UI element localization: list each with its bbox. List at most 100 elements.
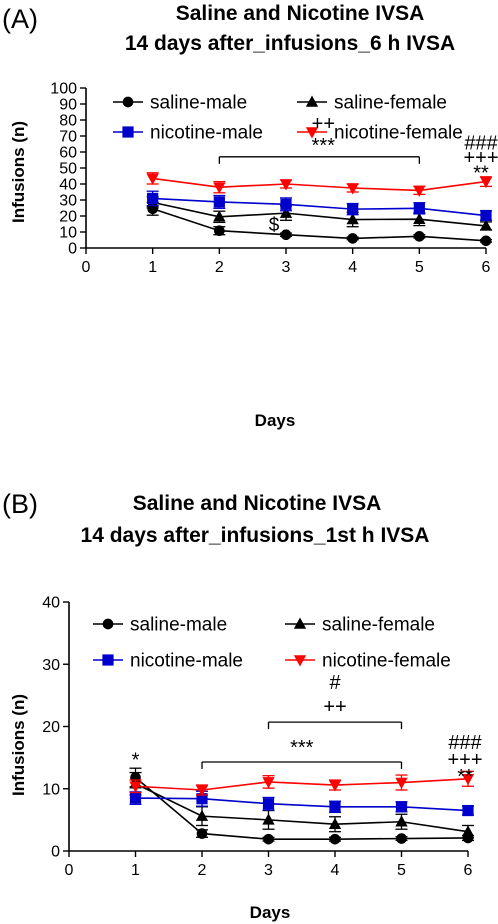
panel-b-nicotine-female-point: [195, 785, 209, 797]
panel-a-saline-female-point: [213, 210, 226, 222]
panel-b-nicotine-female-point: [461, 774, 475, 786]
panel-b-saline-male-line: [134, 776, 469, 840]
panel-a-x-tick-label: 5: [415, 259, 424, 276]
panel-b-nicotine-female-point: [262, 777, 275, 789]
panel-a-saline-female-line: [152, 201, 487, 227]
panel-a-legend-saline-male-marker: [122, 96, 134, 108]
panel-b-legend-saline-female-label: saline-female: [322, 615, 435, 636]
panel-a-legend-saline-female-label: saline-female: [334, 93, 447, 114]
panel-a-legend-nicotine-male-label: nicotine-male: [150, 123, 263, 144]
panel-b-axes: 0 10 20 30 40 0 1 2 3 4 5 6: [42, 595, 472, 880]
panel-a-x-tick-label: 6: [482, 259, 491, 276]
panel-a-nicotine-male-point: [213, 196, 225, 208]
panel-b-x-tick-label: 6: [464, 862, 473, 879]
panel-b-title-line-1: Saline and Nicotine IVSA: [133, 492, 382, 515]
panel-b-legend-nicotine-female-label: nicotine-female: [322, 651, 451, 672]
panel-b-y-axis-title: Infusions (n): [9, 694, 28, 796]
panel-b-day6-label-2: +++: [447, 749, 482, 771]
panel-b-legend-nicotine-male-label: nicotine-male: [130, 651, 243, 672]
panel-b-x-axis-title: Days: [250, 903, 291, 922]
panel-a-nicotine-male-point: [347, 203, 359, 215]
panel-a-nicotine-female-point: [479, 176, 493, 189]
panel-a-legend-nicotine-male-marker: [122, 126, 134, 138]
panel-a-y-tick-label: 0: [68, 241, 77, 258]
panel-b-legend: saline-male saline-female nicotine-male nic…: [93, 615, 451, 672]
panel-b-x-tick-label: 1: [131, 862, 140, 879]
panel-b-saline-female-point: [395, 815, 408, 827]
panel-b: (B) Saline and Nicotine IVSA 14 days aft…: [2, 489, 483, 922]
panel-a-y-tick-label: 50: [59, 161, 77, 178]
panel-a-legend-saline-female-marker: [305, 95, 319, 107]
panel-a-legend-saline-male-label: saline-male: [150, 93, 247, 114]
panel-a-y-tick-label: 60: [59, 145, 77, 162]
panel-a-nicotine-female-line: [152, 177, 487, 192]
panel-b-nicotine-male-point: [196, 793, 208, 805]
panel-a-x-tick-label: 4: [348, 259, 357, 276]
panel-b-nicotine-male-point: [262, 798, 275, 810]
panel-a-y-tick-label: 30: [59, 193, 77, 210]
panel-a-day6-label-1: ###: [464, 132, 498, 154]
panel-a-x-tick-label: 2: [215, 259, 224, 276]
panel-b-nicotine-male-line: [135, 797, 469, 812]
panel-a-saline-male-point: [280, 229, 292, 241]
panel-a-saline-female-point: [279, 206, 293, 218]
panel-a-nicotine-female-point: [346, 183, 359, 195]
panel-b-x-tick-label: 5: [397, 862, 406, 879]
panel-a-title-line-1: Saline and Nicotine IVSA: [176, 2, 425, 25]
panel-b-saline-female-line: [135, 783, 469, 833]
panel-a-legend-nicotine-female-marker: [305, 127, 319, 139]
panel-a-bracket-label-1: ++: [312, 113, 335, 135]
panel-a-nicotine-male-point: [480, 209, 492, 222]
panel-b-x-tick-label: 0: [65, 862, 74, 879]
panel-a-nicotine-female-point: [213, 182, 226, 194]
panel-b-x-tick-label: 2: [198, 862, 207, 879]
panel-a-y-tick-label: 90: [59, 97, 77, 114]
panel-a-saline-female-point: [413, 212, 426, 224]
panel-b-annotations: * *** # ++ ### +++ **: [132, 672, 483, 788]
panel-a-legend-nicotine-female-label: nicotine-female: [334, 123, 463, 144]
panel-a-dollar-mark: $: [269, 215, 280, 236]
panel-a-y-tick-label: 40: [59, 177, 77, 194]
panel-a-label: (A): [2, 4, 38, 34]
panel-b-saline-male-point: [396, 833, 407, 844]
panel-b-bracket-2-label-2: ++: [323, 696, 346, 718]
panel-b-legend-saline-female-marker: [293, 617, 307, 629]
panel-b-x-tick-label: 3: [264, 862, 273, 879]
panel-b-y-tick-label: 0: [51, 844, 60, 861]
panel-b-day6-label-3: **: [457, 766, 473, 788]
panel-a-day6-label-2: +++: [463, 147, 498, 169]
panel-a-y-tick-label: 20: [59, 209, 77, 226]
panel-a-saline-female-point: [479, 219, 493, 231]
panel-a-saline-male-line: [152, 208, 487, 242]
panel-a-nicotine-male-point: [147, 192, 159, 204]
panel-a-legend: saline-male saline-female nicotine-male nic…: [113, 93, 463, 144]
panel-a-y-tick-label: 10: [59, 225, 77, 242]
panel-a-annotations: ++ *** $ ### +++ **: [218, 113, 498, 236]
panel-b-saline-female-point: [461, 825, 475, 837]
panel-a-x-tick-label: 1: [148, 259, 157, 276]
panel-a-y-tick-label: 100: [50, 81, 77, 98]
panel-b-saline-female-point: [328, 817, 342, 829]
panel-a-saline-male-point: [414, 231, 425, 242]
panel-a-y-tick-label: 80: [59, 113, 77, 130]
panel-a-nicotine-male-point: [280, 198, 292, 210]
panel-b-label: (B): [2, 489, 38, 519]
panel-a-saline-female-point: [346, 213, 359, 225]
panel-a-day6-label-3: **: [473, 163, 489, 185]
panel-b-plot: [129, 767, 475, 845]
panel-a-y-tick-label: 70: [59, 129, 77, 146]
panel-a-nicotine-female-point: [413, 185, 426, 197]
panel-b-legend-nicotine-male-marker: [102, 654, 114, 666]
panel-b-saline-male-point: [329, 833, 341, 845]
panel-a-nicotine-male-line: [152, 197, 487, 217]
panel-b-y-tick-label: 30: [42, 657, 60, 674]
panel-b-day6-label-1: ###: [448, 732, 482, 754]
panel-b-title-line-2: 14 days after_infusions_1st h IVSA: [81, 524, 430, 547]
panel-b-y-tick-label: 20: [42, 719, 60, 736]
panel-a-nicotine-female-point: [279, 179, 293, 191]
panel-a: (A) Saline and Nicotine IVSA 14 days aft…: [2, 2, 498, 430]
panel-b-saline-male-point: [263, 833, 274, 845]
panel-a-x-axis-title: Days: [255, 411, 296, 430]
panel-a-saline-male-point: [480, 235, 492, 247]
